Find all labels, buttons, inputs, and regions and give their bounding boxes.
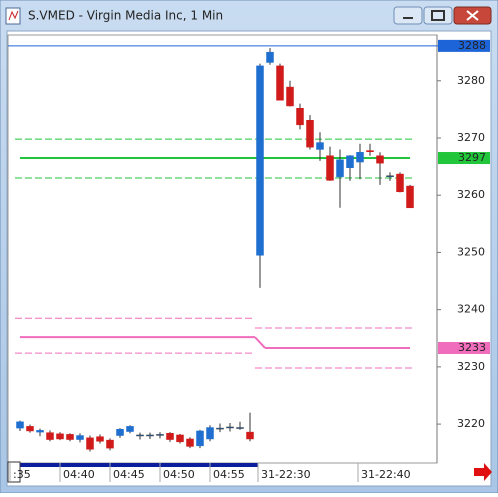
candle-body xyxy=(226,426,234,429)
x-tick-label: 04:50 xyxy=(163,468,195,481)
maximize-glyph xyxy=(431,10,445,21)
candle-body xyxy=(276,65,284,101)
candle-body xyxy=(96,436,104,442)
price-tag xyxy=(438,341,490,354)
candle-body xyxy=(66,434,74,440)
candle-body xyxy=(256,65,264,256)
candle-body xyxy=(176,434,184,443)
close-glyph xyxy=(466,10,479,21)
candle-body xyxy=(356,152,364,163)
y-tick-label: 3250 xyxy=(457,245,485,258)
scroll-right-arrow[interactable] xyxy=(474,463,492,481)
candle-body xyxy=(396,173,404,193)
candle-body xyxy=(376,155,384,164)
candle-body xyxy=(46,432,54,440)
window-icon-glyph xyxy=(8,10,19,21)
candle-body xyxy=(86,437,94,450)
candle-body xyxy=(146,434,154,437)
candle-body xyxy=(36,430,44,433)
y-tick-label: 3270 xyxy=(457,131,485,144)
candle-body xyxy=(246,431,254,440)
scroll-box[interactable] xyxy=(7,461,21,483)
candle-body xyxy=(306,120,314,148)
price-tag xyxy=(438,39,490,52)
candle-body xyxy=(216,427,224,430)
candle-body xyxy=(126,426,134,432)
chart: 3220 3230 3240 3250 3260 3270 3280 :35 04:40 04:4… xyxy=(8,39,490,482)
y-tick-label: 3280 xyxy=(457,74,485,87)
y-tick-label: 3240 xyxy=(457,303,485,316)
window-icon xyxy=(5,7,21,25)
level-step xyxy=(254,336,266,349)
candle-body xyxy=(136,434,144,437)
candle-body xyxy=(76,435,84,440)
candle-body xyxy=(366,150,374,152)
candle-body xyxy=(16,421,24,429)
x-tick-label: 04:40 xyxy=(63,468,95,481)
candle-body xyxy=(166,432,174,440)
candle-body xyxy=(346,155,354,168)
x-tick-label: 04:55 xyxy=(213,468,245,481)
candle-body xyxy=(196,430,204,447)
x-tick-label: 04:45 xyxy=(113,468,145,481)
price-tag xyxy=(438,152,490,165)
price-tag-label: 3288 xyxy=(458,39,486,52)
minimize-button[interactable] xyxy=(393,6,423,25)
candle-body xyxy=(386,175,394,178)
x-tick-label: :35 xyxy=(13,468,31,481)
candle-body xyxy=(266,51,274,63)
maximize-button[interactable] xyxy=(423,6,453,25)
price-tag-label: 3233 xyxy=(458,341,486,354)
candle-body xyxy=(236,427,244,429)
candle-body xyxy=(326,155,334,181)
candle-body xyxy=(336,159,344,178)
y-tick-label: 3260 xyxy=(457,188,485,201)
candle-body xyxy=(26,426,34,432)
window-title: S.VMED - Virgin Media Inc, 1 Min xyxy=(28,9,223,23)
y-tick-label: 3230 xyxy=(457,360,485,373)
candle-body xyxy=(56,433,64,440)
candle-body xyxy=(406,185,414,209)
candle-body xyxy=(156,434,164,436)
candle-body xyxy=(286,86,294,107)
x-tick-label: 31-22:30 xyxy=(261,468,311,481)
candle-body xyxy=(186,438,194,447)
plot-area xyxy=(7,34,438,464)
price-tag-label: 3297 xyxy=(458,151,486,164)
candle-body xyxy=(206,427,214,440)
candle-body xyxy=(116,428,124,436)
candle-body xyxy=(296,107,304,126)
candle-body xyxy=(106,439,114,449)
x-tick-label: 31-22:40 xyxy=(361,468,411,481)
candle-body xyxy=(316,142,324,150)
y-tick-label: 3220 xyxy=(457,417,485,430)
